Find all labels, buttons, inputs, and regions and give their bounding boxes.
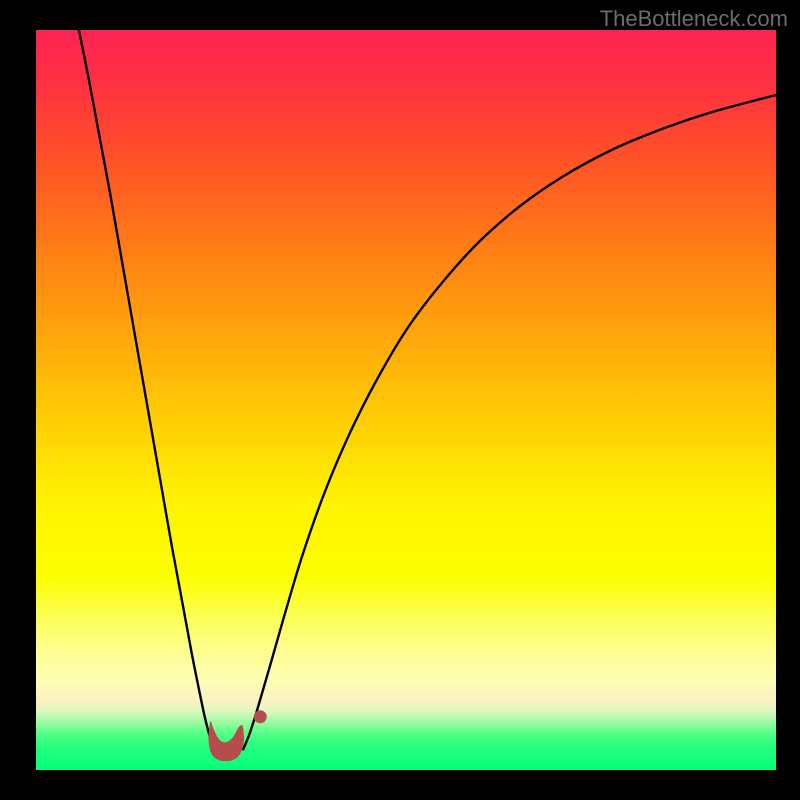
bottleneck-chart xyxy=(0,0,800,800)
watermark-text: TheBottleneck.com xyxy=(600,6,788,32)
bottleneck-valley-dot xyxy=(254,710,267,723)
